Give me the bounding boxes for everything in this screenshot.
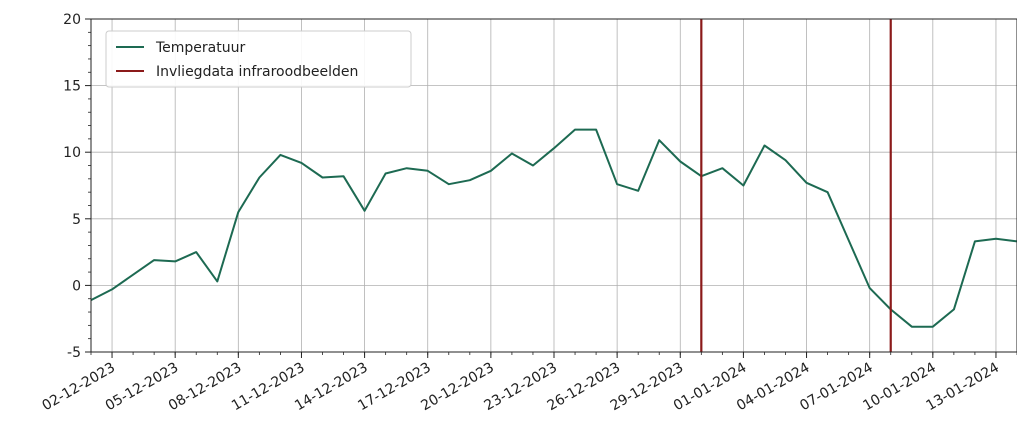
y-tick-label: 10 — [63, 145, 81, 161]
y-tick-label: 20 — [63, 12, 81, 28]
y-tick-label: 0 — [72, 278, 81, 294]
temperature-line — [90, 128, 1017, 328]
legend-label: Invliegdata infraroodbeelden — [156, 64, 358, 80]
series-layer — [90, 19, 1017, 352]
legend-label: Temperatuur — [155, 40, 245, 56]
legend-box — [105, 30, 412, 88]
y-tick-label: 5 — [72, 212, 81, 228]
y-tick-label: 15 — [63, 79, 81, 95]
legend: Temperatuur Invliegdata infraroodbeelden — [105, 30, 412, 88]
plot-frame — [90, 18, 1017, 353]
y-tick-label: -5 — [67, 345, 81, 361]
